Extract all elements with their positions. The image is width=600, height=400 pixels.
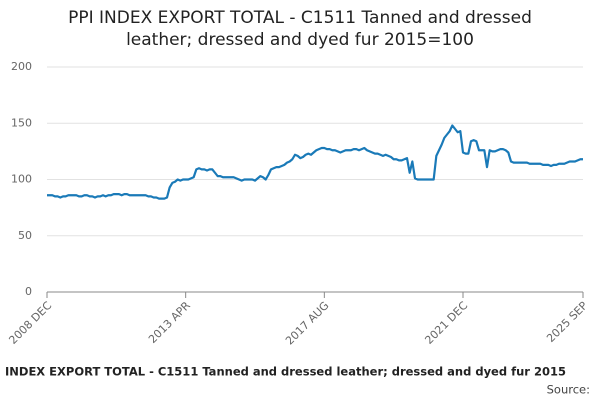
y-tick-label: 200 bbox=[11, 60, 32, 73]
footer-title: INDEX EXPORT TOTAL - C1511 Tanned and dr… bbox=[5, 365, 566, 379]
y-tick-label: 0 bbox=[25, 285, 32, 298]
x-tick-label: 2013 APR bbox=[146, 299, 193, 346]
y-tick-label: 150 bbox=[11, 116, 32, 129]
x-tick-label: 2025 SEP bbox=[544, 299, 590, 345]
y-tick-label: 50 bbox=[18, 229, 32, 242]
chart-title: PPI INDEX EXPORT TOTAL - C1511 Tanned an… bbox=[68, 8, 532, 28]
data-line bbox=[47, 124, 583, 200]
x-tick-label: 2008 DEC bbox=[6, 299, 54, 347]
chart-title: leather; dressed and dyed fur 2015=100 bbox=[126, 30, 474, 50]
x-tick-label: 2021 DEC bbox=[422, 299, 470, 347]
x-tick-label: 2017 AUG bbox=[283, 299, 332, 348]
source-label: Source: bbox=[547, 383, 590, 397]
y-tick-label: 100 bbox=[11, 173, 32, 186]
